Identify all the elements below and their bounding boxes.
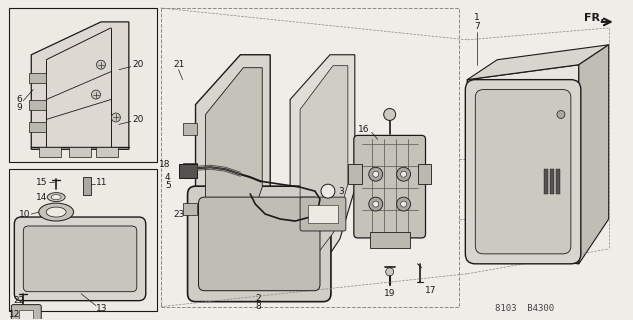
- Bar: [29, 100, 46, 109]
- Bar: [418, 164, 432, 184]
- Circle shape: [369, 167, 383, 181]
- Text: 23: 23: [173, 210, 184, 219]
- Circle shape: [96, 60, 106, 69]
- Circle shape: [384, 108, 396, 120]
- Circle shape: [111, 113, 120, 122]
- Bar: [161, 8, 460, 307]
- Circle shape: [397, 197, 411, 211]
- Polygon shape: [31, 22, 129, 149]
- Circle shape: [397, 167, 411, 181]
- Ellipse shape: [51, 195, 61, 200]
- Ellipse shape: [39, 203, 73, 221]
- Bar: [308, 205, 338, 223]
- Bar: [179, 164, 196, 178]
- Circle shape: [92, 90, 101, 99]
- Text: 12: 12: [9, 310, 21, 319]
- Bar: [544, 169, 548, 194]
- Polygon shape: [83, 177, 91, 195]
- Text: 6: 6: [16, 95, 22, 104]
- Bar: [348, 164, 362, 184]
- Circle shape: [401, 171, 406, 177]
- Text: 18: 18: [159, 160, 171, 169]
- Bar: [20, 310, 34, 320]
- Text: 16: 16: [358, 125, 370, 134]
- Polygon shape: [300, 66, 348, 261]
- Text: 5: 5: [165, 181, 171, 190]
- Text: 3: 3: [338, 187, 344, 196]
- Bar: [29, 123, 46, 132]
- Text: 4: 4: [165, 173, 171, 182]
- Text: 20: 20: [133, 60, 144, 69]
- FancyBboxPatch shape: [199, 197, 320, 291]
- Polygon shape: [206, 68, 262, 281]
- Bar: [69, 147, 91, 157]
- Bar: [182, 124, 196, 135]
- Circle shape: [401, 201, 406, 207]
- Bar: [29, 73, 46, 83]
- Text: 8: 8: [255, 302, 261, 311]
- FancyBboxPatch shape: [475, 90, 571, 254]
- FancyBboxPatch shape: [187, 186, 331, 302]
- Text: 9: 9: [16, 103, 22, 112]
- Bar: [370, 232, 410, 248]
- Text: 19: 19: [384, 289, 396, 298]
- Circle shape: [385, 268, 394, 276]
- FancyBboxPatch shape: [465, 80, 581, 264]
- Polygon shape: [467, 45, 609, 80]
- Polygon shape: [290, 55, 355, 269]
- Text: 20: 20: [133, 115, 144, 124]
- Polygon shape: [579, 45, 609, 264]
- Text: FR.: FR.: [584, 13, 604, 23]
- Circle shape: [557, 110, 565, 118]
- Text: 15: 15: [36, 178, 47, 187]
- Text: 17: 17: [425, 286, 436, 295]
- Bar: [39, 147, 61, 157]
- Text: 14: 14: [36, 193, 47, 202]
- Text: 2: 2: [256, 294, 261, 303]
- Text: 7: 7: [474, 22, 480, 31]
- FancyBboxPatch shape: [11, 305, 41, 320]
- Polygon shape: [196, 55, 270, 289]
- Bar: [556, 169, 560, 194]
- Text: 21: 21: [173, 60, 184, 69]
- Circle shape: [369, 197, 383, 211]
- Circle shape: [373, 201, 379, 207]
- FancyBboxPatch shape: [354, 135, 425, 238]
- Text: 13: 13: [96, 304, 108, 313]
- FancyBboxPatch shape: [23, 226, 137, 292]
- Bar: [96, 147, 118, 157]
- FancyBboxPatch shape: [15, 217, 146, 301]
- Text: 10: 10: [20, 210, 31, 219]
- FancyBboxPatch shape: [300, 197, 346, 231]
- Ellipse shape: [46, 207, 66, 217]
- Text: 11: 11: [96, 178, 108, 187]
- Circle shape: [321, 184, 335, 198]
- Text: 8103  B4300: 8103 B4300: [494, 304, 554, 313]
- Bar: [182, 203, 196, 215]
- Text: 1: 1: [474, 13, 480, 22]
- Ellipse shape: [47, 193, 65, 202]
- Bar: [550, 169, 554, 194]
- Text: 22: 22: [13, 296, 25, 305]
- Circle shape: [373, 171, 379, 177]
- Bar: [182, 163, 196, 175]
- Bar: [9, 169, 157, 311]
- Polygon shape: [467, 65, 579, 264]
- Bar: [9, 8, 157, 162]
